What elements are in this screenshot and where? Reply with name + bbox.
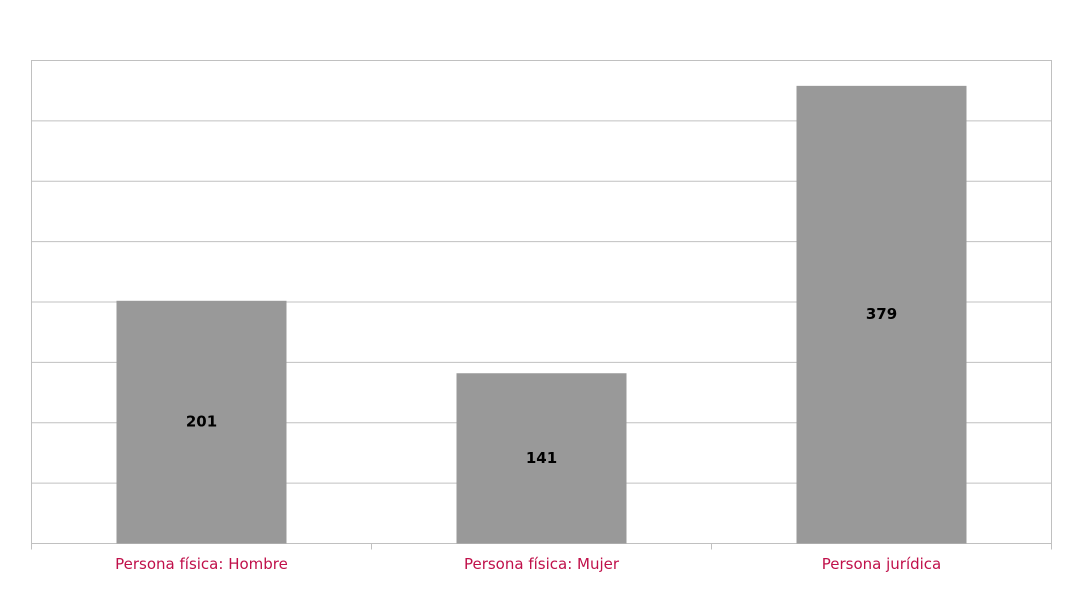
- data-label: 141: [526, 449, 557, 467]
- data-label: 379: [866, 305, 897, 323]
- x-tick-label: Persona física: Hombre: [115, 555, 288, 573]
- x-tick-label: Persona jurídica: [822, 555, 942, 573]
- bar: [116, 300, 287, 544]
- bar: [796, 85, 967, 544]
- bar: [456, 373, 627, 544]
- data-label: 201: [186, 413, 217, 431]
- x-tick-label: Persona física: Mujer: [464, 555, 620, 573]
